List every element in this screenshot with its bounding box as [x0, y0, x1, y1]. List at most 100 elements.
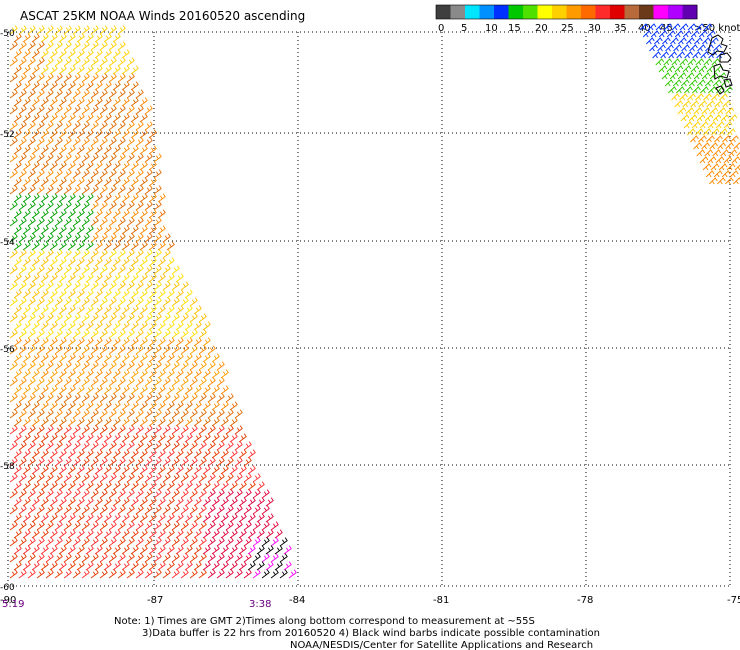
wind-barb — [45, 553, 54, 563]
wind-barb — [81, 57, 90, 67]
wind-barb — [234, 521, 243, 531]
wind-barb — [671, 23, 681, 31]
wind-barb — [81, 137, 90, 147]
wind-barb — [72, 57, 81, 67]
wind-barb — [90, 553, 99, 563]
wind-barb — [157, 449, 166, 459]
wind-barb — [99, 393, 108, 403]
wind-barb — [49, 177, 58, 187]
wind-barb — [139, 305, 148, 315]
wind-barb — [76, 129, 85, 139]
wind-barb — [63, 153, 72, 163]
wind-barb — [13, 545, 22, 555]
wind-barb — [189, 425, 198, 435]
wind-barb — [144, 521, 153, 531]
wind-barb — [189, 521, 198, 531]
wind-barb — [85, 497, 94, 507]
wind-barb — [706, 30, 716, 38]
wind-barb — [216, 441, 225, 451]
wind-barb — [162, 361, 171, 371]
wind-barb — [85, 241, 94, 251]
wind-barb — [49, 305, 58, 315]
wind-barb — [76, 177, 85, 187]
wind-barb — [180, 393, 189, 403]
wind-barb — [45, 377, 54, 387]
wind-barb — [157, 497, 166, 507]
wind-barb — [9, 57, 18, 67]
wind-barb — [207, 425, 216, 435]
wind-barb — [18, 329, 27, 339]
wind-barb — [175, 433, 184, 443]
wind-barb — [720, 114, 730, 122]
wind-barb — [67, 273, 76, 283]
wind-barb — [94, 257, 103, 267]
wind-barb — [81, 345, 90, 355]
wind-barb — [126, 505, 135, 515]
legend-tick-label: 10 — [485, 23, 498, 34]
wind-barb — [49, 209, 58, 219]
wind-barb — [148, 145, 157, 155]
wind-barb — [715, 156, 725, 164]
wind-barb — [220, 369, 229, 379]
wind-barb — [130, 289, 139, 299]
wind-barb — [9, 265, 18, 275]
wind-barb — [27, 105, 36, 115]
wind-barb — [130, 305, 139, 315]
wind-barb — [81, 217, 90, 227]
wind-barb — [112, 113, 121, 123]
wind-barb — [45, 521, 54, 531]
wind-barb — [211, 465, 220, 475]
wind-barb — [229, 449, 238, 459]
wind-barb — [40, 177, 49, 187]
wind-barb — [680, 114, 690, 122]
wind-barb — [9, 233, 18, 243]
wind-barb — [710, 128, 720, 136]
wind-barb — [171, 345, 180, 355]
wind-barb — [171, 329, 180, 339]
wind-barb — [184, 529, 193, 539]
wind-barb — [40, 321, 49, 331]
wind-barb — [31, 305, 40, 315]
wind-barb — [85, 545, 94, 555]
wind-barb — [688, 114, 698, 122]
wind-barb — [22, 385, 31, 395]
wind-barb — [198, 553, 207, 563]
wind-barb — [117, 393, 126, 403]
wind-barb — [27, 89, 36, 99]
wind-barb — [99, 297, 108, 307]
wind-barb — [252, 505, 261, 515]
wind-barb — [162, 313, 171, 323]
wind-barb — [94, 305, 103, 315]
wind-barb — [180, 329, 189, 339]
wind-barb — [121, 225, 130, 235]
wind-barb — [54, 153, 63, 163]
wind-barb — [157, 305, 166, 315]
wind-barb — [202, 369, 211, 379]
wind-barb — [90, 345, 99, 355]
wind-barb — [144, 185, 153, 195]
wind-barb — [112, 417, 121, 427]
wind-barb — [85, 305, 94, 315]
wind-barb — [180, 425, 189, 435]
wind-barb — [67, 129, 76, 139]
wind-barb — [85, 465, 94, 475]
wind-barb — [22, 81, 31, 91]
wind-barb — [31, 177, 40, 187]
wind-barb — [722, 135, 731, 143]
wind-barb — [148, 385, 157, 395]
wind-barb — [49, 481, 58, 491]
wind-barb — [13, 49, 22, 59]
wind-barb — [13, 177, 22, 187]
wind-barb — [76, 49, 85, 59]
wind-barb — [58, 33, 67, 43]
wind-barb — [153, 281, 162, 291]
wind-barb — [157, 321, 166, 331]
wind-barb — [721, 170, 731, 178]
wind-barb — [699, 156, 709, 164]
wind-barb — [13, 273, 22, 283]
wind-barb — [90, 233, 99, 243]
wind-barb — [162, 233, 171, 243]
wind-barb — [709, 142, 718, 150]
wind-barb — [31, 545, 40, 555]
wind-barb — [67, 49, 76, 59]
